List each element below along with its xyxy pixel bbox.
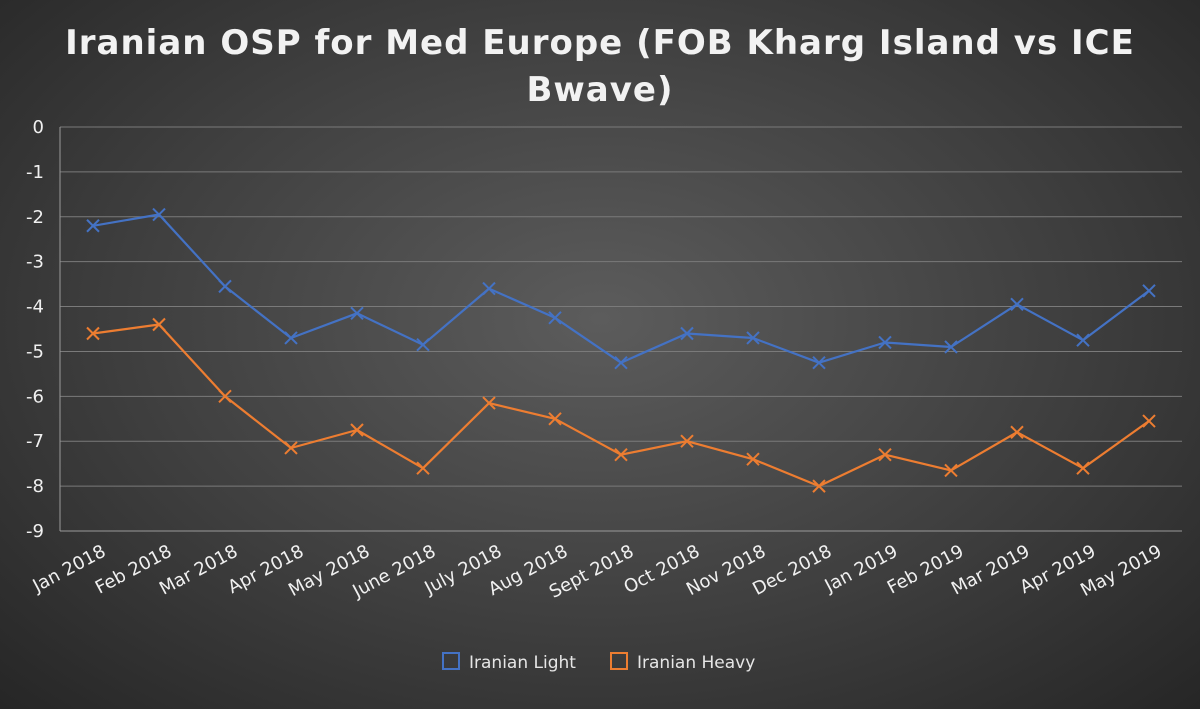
data-point-marker xyxy=(416,338,430,352)
data-point-marker xyxy=(878,335,892,350)
data-point-marker xyxy=(1076,333,1090,347)
series-line xyxy=(92,213,1150,364)
axes xyxy=(59,127,1182,532)
series-lines xyxy=(86,207,1156,493)
data-point-marker xyxy=(1142,284,1156,298)
y-tick-label: -3 xyxy=(26,252,44,273)
data-point-marker xyxy=(548,412,562,426)
legend-label: Iranian Heavy xyxy=(637,653,755,673)
y-tick-label: -4 xyxy=(26,297,44,318)
data-point-marker xyxy=(350,306,364,320)
legend-label: Iranian Light xyxy=(469,653,576,673)
y-tick-label: -6 xyxy=(26,386,44,407)
data-point-marker xyxy=(1010,425,1024,439)
legend-swatch xyxy=(442,652,460,670)
series-2 xyxy=(86,317,1156,493)
chart-title: Iranian OSP for Med Europe (FOB Kharg Is… xyxy=(65,23,1135,110)
chart-title-line-2: Bwave) xyxy=(526,70,673,110)
y-tick-label: -7 xyxy=(26,431,44,452)
data-point-marker xyxy=(878,447,892,462)
data-point-marker xyxy=(1142,414,1156,428)
data-point-marker xyxy=(86,326,100,341)
data-point-marker xyxy=(284,331,298,345)
data-point-marker xyxy=(680,434,694,448)
y-tick-label: -9 xyxy=(26,521,44,542)
data-point-marker xyxy=(944,463,958,478)
data-point-marker xyxy=(482,396,496,410)
data-point-marker xyxy=(86,219,100,233)
data-point-marker xyxy=(482,281,496,296)
data-point-marker xyxy=(350,423,364,437)
data-point-marker xyxy=(548,311,562,325)
y-tick-label: -2 xyxy=(26,207,44,228)
series-1 xyxy=(86,207,1156,370)
legend-swatch xyxy=(610,652,628,670)
y-tick-label: -5 xyxy=(26,341,44,362)
y-tick-label: -8 xyxy=(26,476,44,497)
series-line xyxy=(92,323,1150,488)
gridlines xyxy=(60,126,1182,532)
data-point-marker xyxy=(746,452,760,466)
data-point-marker xyxy=(152,317,166,332)
chart-title-line-1: Iranian OSP for Med Europe (FOB Kharg Is… xyxy=(65,23,1135,63)
data-point-marker xyxy=(218,389,232,404)
data-point-marker xyxy=(1010,297,1024,312)
data-point-marker xyxy=(812,355,826,370)
data-point-marker xyxy=(284,441,298,455)
data-point-marker xyxy=(416,461,430,475)
data-point-marker xyxy=(1076,461,1090,475)
y-tick-label: -1 xyxy=(26,162,44,183)
data-point-marker xyxy=(614,447,628,462)
data-point-marker xyxy=(218,279,232,294)
data-point-marker xyxy=(944,340,958,354)
y-tick-label: 0 xyxy=(33,117,44,138)
legend: Iranian Light Iranian Heavy xyxy=(442,652,755,673)
data-point-marker xyxy=(812,479,826,493)
data-point-marker xyxy=(152,207,166,222)
data-point-marker xyxy=(680,326,694,341)
data-point-marker xyxy=(746,331,760,345)
y-tick-labels: 0 -1 -2 -3 -4 -5 -6 -7 -8 -9 xyxy=(26,117,44,542)
data-point-marker xyxy=(614,355,628,370)
